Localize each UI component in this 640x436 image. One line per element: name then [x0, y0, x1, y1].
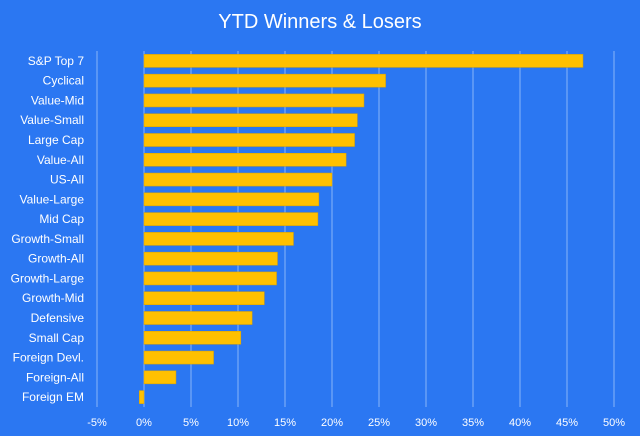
- category-label: Defensive: [31, 311, 85, 325]
- category-label: Mid Cap: [39, 212, 84, 226]
- bar: [143, 350, 214, 365]
- bar: [143, 54, 584, 68]
- category-label: Growth-Mid: [22, 291, 84, 305]
- category-label: Value-Mid: [31, 93, 84, 107]
- bar: [143, 331, 242, 345]
- x-tick-label: -5%: [87, 417, 107, 429]
- bar: [143, 113, 358, 127]
- bar: [143, 153, 347, 167]
- bar: [143, 172, 333, 187]
- x-tick-label: 5%: [183, 417, 199, 429]
- category-label: S&P Top 7: [28, 54, 85, 68]
- category-label: Foreign-All: [26, 370, 84, 384]
- x-tick-label: 0%: [136, 417, 152, 429]
- category-label: Cyclical: [43, 74, 84, 88]
- category-label: US-All: [50, 173, 84, 187]
- bar: [143, 192, 320, 207]
- chart-title: YTD Winners & Losers: [218, 11, 421, 33]
- bar: [143, 251, 278, 266]
- bar: [143, 73, 386, 88]
- category-label: Value-Small: [20, 113, 84, 127]
- bar: [143, 93, 365, 108]
- bar: [143, 133, 355, 147]
- x-tick-label: 50%: [603, 417, 625, 429]
- bar: [139, 390, 145, 404]
- x-tick-label: 35%: [462, 417, 484, 429]
- category-label: Growth-All: [28, 252, 84, 266]
- category-labels: S&P Top 7 Cyclical Value-Mid Value-Small Lar…: [11, 54, 85, 404]
- bar: [143, 212, 319, 226]
- x-tick-label: 45%: [556, 417, 578, 429]
- bar: [143, 291, 265, 305]
- bar: [143, 311, 253, 325]
- bars: [139, 54, 584, 404]
- category-label: Growth-Small: [11, 232, 84, 246]
- x-tick-label: 10%: [227, 417, 249, 429]
- x-tick-label: 40%: [509, 417, 531, 429]
- category-label: Value-All: [37, 153, 84, 167]
- bar: [143, 271, 277, 286]
- category-label: Small Cap: [29, 331, 85, 345]
- category-label: Value-Large: [20, 192, 85, 206]
- category-label: Foreign EM: [22, 390, 84, 404]
- category-label: Growth-Large: [11, 271, 85, 285]
- x-tick-label: 20%: [321, 417, 343, 429]
- bar: [143, 232, 294, 246]
- category-label: Foreign Devl.: [13, 351, 84, 365]
- x-tick-label: 15%: [274, 417, 296, 429]
- x-tick-label: 30%: [415, 417, 437, 429]
- x-tick-label: 25%: [368, 417, 390, 429]
- x-axis-tick-labels: -5% 0% 5% 10% 15% 20% 25% 30% 35% 40% 45% 50%: [87, 417, 625, 429]
- grid-lines: [96, 51, 615, 407]
- bar: [143, 370, 177, 385]
- category-label: Large Cap: [28, 133, 84, 147]
